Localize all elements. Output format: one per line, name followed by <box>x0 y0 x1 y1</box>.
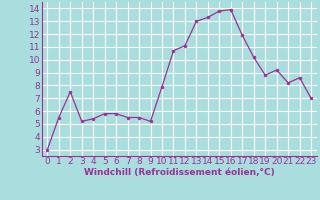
X-axis label: Windchill (Refroidissement éolien,°C): Windchill (Refroidissement éolien,°C) <box>84 168 275 177</box>
